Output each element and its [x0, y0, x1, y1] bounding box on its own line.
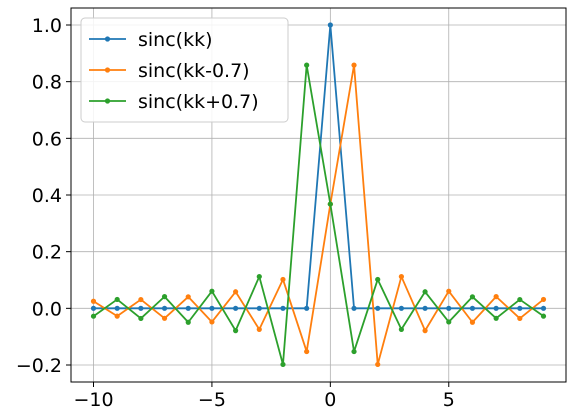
series-3	[90, 62, 547, 368]
legend-label: sinc(kk-0.7)	[138, 60, 250, 82]
data-point	[161, 315, 168, 321]
x-tick-label: −10	[73, 389, 113, 411]
x-tick-label: 5	[443, 389, 455, 411]
y-tick-label: 0.4	[32, 185, 62, 207]
data-point	[233, 305, 239, 311]
axis-ticks: −10 −5 0 5 −0.2 0.0 0.2 0.4 0.6 0.8 1.0	[16, 15, 455, 411]
legend-swatch-marker	[104, 98, 111, 104]
data-point	[540, 296, 547, 303]
data-point	[540, 305, 547, 311]
data-point	[493, 315, 499, 321]
data-point	[256, 305, 262, 311]
data-point	[304, 348, 310, 355]
data-point	[517, 296, 523, 303]
legend-swatch-marker	[104, 67, 111, 73]
y-tick-label: 0.2	[32, 242, 62, 264]
data-point	[327, 22, 333, 28]
legend-entry: sinc(kk)	[89, 29, 213, 51]
data-point	[327, 201, 333, 207]
data-point	[233, 328, 239, 334]
legend-box	[80, 17, 289, 123]
data-point	[351, 62, 357, 68]
data-point	[256, 326, 262, 333]
data-point	[280, 276, 286, 283]
data-point	[161, 305, 168, 311]
data-point	[517, 315, 523, 322]
data-point	[422, 289, 428, 295]
data-point	[422, 328, 428, 334]
data-point	[469, 319, 476, 325]
legend-label: sinc(kk+0.7)	[138, 91, 259, 113]
data-point	[375, 305, 381, 311]
data-point	[446, 305, 452, 311]
data-point	[209, 288, 215, 294]
data-point	[469, 294, 476, 300]
data-point	[256, 273, 262, 280]
data-point	[90, 313, 97, 319]
data-point	[446, 288, 452, 294]
data-point	[446, 319, 452, 325]
data-point	[114, 305, 120, 311]
data-point	[138, 315, 144, 322]
data-point	[351, 348, 357, 355]
series-line	[93, 24, 544, 310]
x-tick-label: 0	[324, 389, 336, 411]
data-point	[469, 305, 476, 311]
data-point	[304, 62, 310, 68]
y-tick-label: 1.0	[32, 15, 62, 37]
data-point	[493, 294, 499, 300]
data-point	[185, 319, 191, 325]
data-point	[138, 305, 144, 311]
series-1	[90, 22, 547, 311]
y-tick-label: 0.8	[32, 72, 62, 94]
y-tick-label: −0.2	[16, 355, 62, 377]
data-point	[375, 361, 381, 368]
data-point	[114, 313, 120, 319]
data-point	[517, 305, 523, 311]
data-point	[540, 313, 547, 319]
y-tick-label: 0.6	[32, 128, 62, 150]
series-2	[90, 62, 547, 368]
data-point	[209, 319, 215, 325]
legend-label: sinc(kk)	[138, 29, 213, 51]
y-tick-label: 0.0	[32, 298, 62, 320]
data-point	[304, 305, 310, 311]
data-point	[351, 305, 357, 311]
data-point	[90, 305, 97, 311]
x-tick-label: −5	[198, 389, 226, 411]
data-point	[209, 305, 215, 311]
legend-swatch-marker	[104, 36, 111, 42]
data-point	[398, 326, 404, 333]
series-layer	[90, 22, 547, 368]
data-point	[493, 305, 499, 311]
data-point	[233, 289, 239, 295]
data-point	[90, 298, 97, 304]
data-point	[185, 294, 191, 300]
data-point	[280, 305, 286, 311]
data-point	[375, 276, 381, 283]
data-point	[138, 296, 144, 303]
data-point	[398, 305, 404, 311]
data-point	[422, 305, 428, 311]
legend: sinc(kk) sinc(kk-0.7) sinc(kk+0.7)	[80, 17, 289, 123]
data-point	[398, 273, 404, 280]
data-point	[114, 296, 120, 303]
legend-entry: sinc(kk+0.7)	[89, 91, 259, 113]
data-point	[161, 294, 168, 300]
series-line	[92, 64, 545, 366]
series-line	[93, 64, 545, 366]
data-point	[280, 361, 286, 368]
legend-entry: sinc(kk-0.7)	[89, 60, 250, 82]
data-point	[185, 305, 191, 311]
